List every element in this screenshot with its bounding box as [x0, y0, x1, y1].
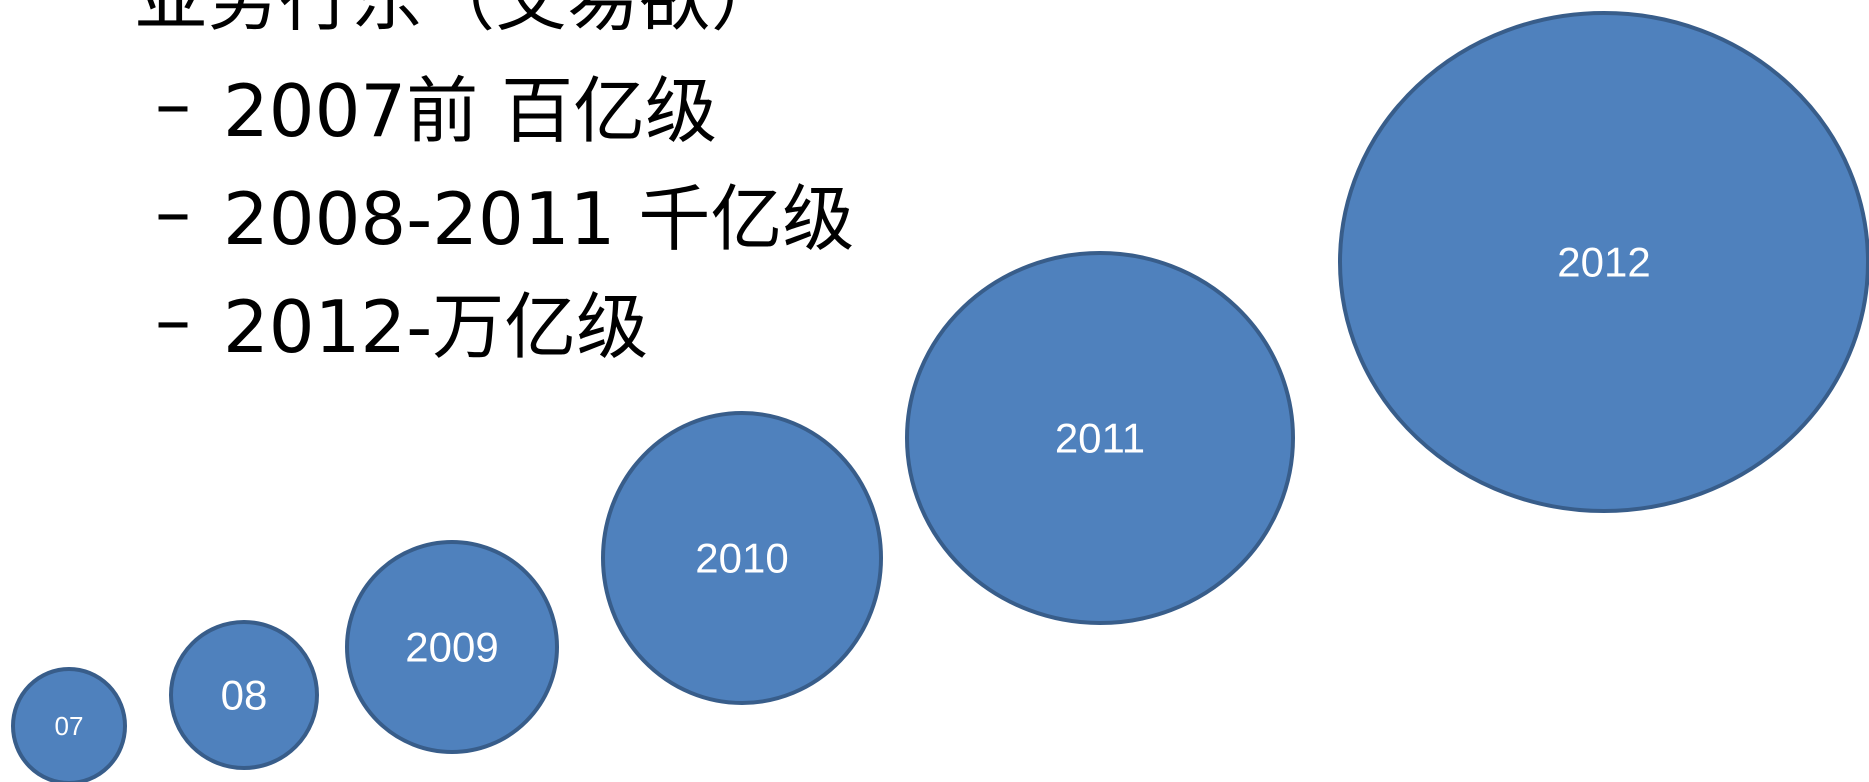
- bubble-2012: 2012: [1338, 11, 1869, 513]
- bubble-2012-circle: [1338, 11, 1869, 513]
- bubble-07-label: 07: [55, 711, 84, 741]
- bubble-2009-circle: [345, 540, 559, 754]
- bubble-2010: 2010: [601, 411, 883, 705]
- bubble-08: 08: [169, 620, 319, 770]
- bullet-text: 2007前 百亿级: [223, 68, 718, 153]
- bullet-item: – 2012-万亿级: [155, 266, 854, 374]
- bubble-2009-label: 2009: [405, 624, 498, 671]
- bubble-2011: 2011: [905, 251, 1295, 625]
- bubble-07-circle: [11, 667, 127, 782]
- bullet-text: 2008-2011 千亿级: [223, 176, 855, 261]
- bullet-dash: –: [155, 62, 191, 146]
- slide-heading: 亚务行东（交易欲）: [135, 0, 783, 42]
- bullet-item: – 2007前 百亿级: [155, 50, 854, 158]
- bubble-2010-circle: [601, 411, 883, 705]
- bubble-2011-circle: [905, 251, 1295, 625]
- bullet-text: 2012-万亿级: [223, 284, 649, 369]
- bullet-list: – 2007前 百亿级 – 2008-2011 千亿级 – 2012-万亿级: [155, 50, 854, 374]
- bubble-07: 07: [11, 667, 127, 782]
- bubble-2011-label: 2011: [1055, 415, 1145, 462]
- bubble-2010-label: 2010: [695, 535, 788, 582]
- bubble-2012-label: 2012: [1557, 239, 1650, 286]
- bullet-item: – 2008-2011 千亿级: [155, 158, 854, 266]
- bubble-08-circle: [169, 620, 319, 770]
- bubble-08-label: 08: [221, 672, 268, 719]
- bullet-dash: –: [155, 170, 191, 254]
- bullet-dash: –: [155, 278, 191, 362]
- bubble-2009: 2009: [345, 540, 559, 754]
